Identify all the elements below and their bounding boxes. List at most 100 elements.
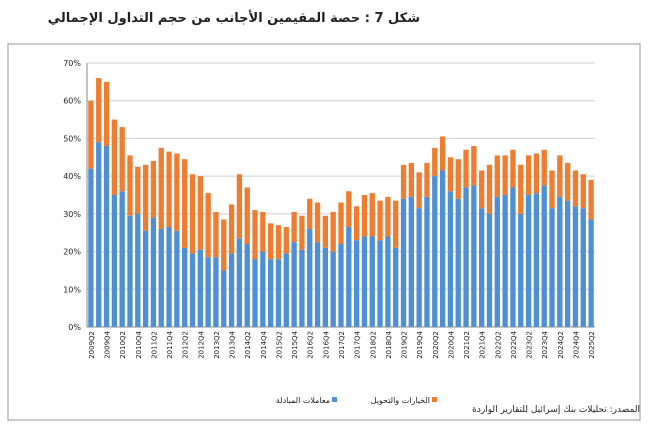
bar-segment — [275, 259, 282, 327]
bar-segment — [557, 155, 563, 197]
bar-segment — [564, 200, 571, 327]
x-tick-label: 2012Q2 — [182, 331, 190, 359]
bar-segment — [557, 196, 563, 327]
bar-segment — [346, 191, 352, 228]
bar-segment — [283, 253, 289, 327]
bar-segment — [533, 153, 540, 194]
x-tick-label: 2011Q4 — [166, 330, 174, 358]
y-tick-label: 70% — [63, 59, 81, 68]
bar-segment — [127, 215, 133, 327]
bar-segment — [244, 187, 250, 245]
legend-swatch — [332, 397, 337, 402]
bar-segment — [119, 127, 125, 192]
bar-segment — [291, 211, 297, 243]
bar-segment — [330, 211, 336, 252]
bar-segment — [502, 155, 508, 195]
x-tick-label: 2015Q2 — [275, 331, 283, 359]
bar-segment — [400, 198, 407, 327]
bar-segment — [494, 196, 500, 327]
x-tick-label: 2013Q2 — [213, 331, 221, 359]
bar-segment — [189, 253, 196, 327]
x-tick-label: 2014Q4 — [260, 330, 268, 358]
x-tick-label: 2016Q4 — [322, 330, 330, 358]
bar-segment — [135, 213, 141, 327]
bar-segment — [455, 159, 461, 199]
bar-segment — [369, 193, 375, 237]
bar-segment — [439, 170, 446, 327]
bar-segment — [268, 223, 274, 260]
bar-segment — [393, 247, 399, 327]
bar-segment — [142, 230, 149, 327]
bar-segment — [549, 208, 555, 327]
bar-segment — [432, 176, 438, 327]
bar-segment — [471, 145, 477, 186]
bar-segment — [322, 215, 329, 248]
bar-segment — [494, 155, 500, 197]
bar-segment — [182, 159, 188, 248]
bar-segment — [408, 162, 414, 197]
x-tick-label: 2022Q2 — [494, 331, 502, 359]
bar-segment — [330, 251, 336, 327]
x-tick-label: 2020Q4 — [447, 330, 455, 358]
bar-segment — [291, 242, 297, 327]
bar-segment — [572, 170, 579, 207]
bar-segment — [564, 162, 571, 201]
bar-segment — [314, 242, 321, 327]
chart-border — [7, 43, 641, 421]
bar-segment — [174, 230, 180, 327]
bar-segment — [588, 179, 594, 220]
bar-segment — [353, 206, 360, 241]
bar-segment — [103, 145, 110, 327]
bar-segment — [299, 215, 305, 250]
bar-segment — [189, 174, 196, 254]
x-tick-label: 2013Q4 — [229, 330, 237, 358]
x-tick-label: 2009Q2 — [88, 331, 96, 359]
bar-segment — [439, 136, 446, 171]
bar-segment — [96, 142, 102, 327]
bar-segment — [268, 259, 274, 327]
y-tick-label: 60% — [63, 97, 81, 106]
bar-segment — [205, 193, 211, 258]
x-tick-label: 2017Q2 — [338, 331, 346, 359]
bar-segment — [502, 195, 508, 327]
x-tick-label: 2021Q4 — [479, 330, 487, 358]
bar-segment — [416, 172, 422, 209]
bar-segment — [252, 259, 258, 327]
y-tick-label: 30% — [63, 210, 81, 219]
bar-segment — [588, 219, 594, 327]
bar-segment — [580, 174, 586, 209]
chart-title: شكل 7 : حصة المقيمين الأجانب من حجم التد… — [48, 9, 420, 26]
x-tick-label: 2025Q2 — [588, 331, 596, 359]
bar-segment — [213, 257, 219, 327]
bar-segment — [393, 200, 399, 248]
bar-segment — [424, 162, 430, 197]
bar-segment — [166, 151, 172, 228]
bar-segment — [377, 240, 383, 327]
bar-segment — [385, 236, 391, 327]
x-tick-label: 2023Q4 — [541, 330, 549, 358]
bar-segment — [283, 227, 289, 254]
x-tick-label: 2010Q4 — [135, 330, 143, 358]
bar-segment — [377, 200, 383, 241]
bar-segment — [510, 187, 516, 327]
bar-segment — [447, 191, 454, 327]
bar-segment — [338, 244, 344, 327]
x-tick-label: 2010Q2 — [119, 331, 127, 359]
bar-segment — [142, 164, 149, 231]
bar-segment — [447, 157, 454, 192]
bar-segment — [275, 225, 282, 260]
bar-segment — [119, 191, 125, 327]
bar-segment — [135, 166, 141, 214]
bar-segment — [197, 249, 203, 327]
x-tick-label: 2023Q2 — [526, 331, 534, 359]
bar-segment — [525, 195, 532, 327]
bar-segment — [338, 202, 344, 245]
bar-segment — [400, 164, 407, 199]
bar-segment — [111, 195, 118, 327]
bar-segment — [463, 149, 469, 188]
bar-segment — [228, 253, 235, 327]
bar-segment — [369, 236, 375, 327]
bar-segment — [463, 187, 469, 327]
legend-label: الخيارات والتحويل — [371, 396, 430, 405]
